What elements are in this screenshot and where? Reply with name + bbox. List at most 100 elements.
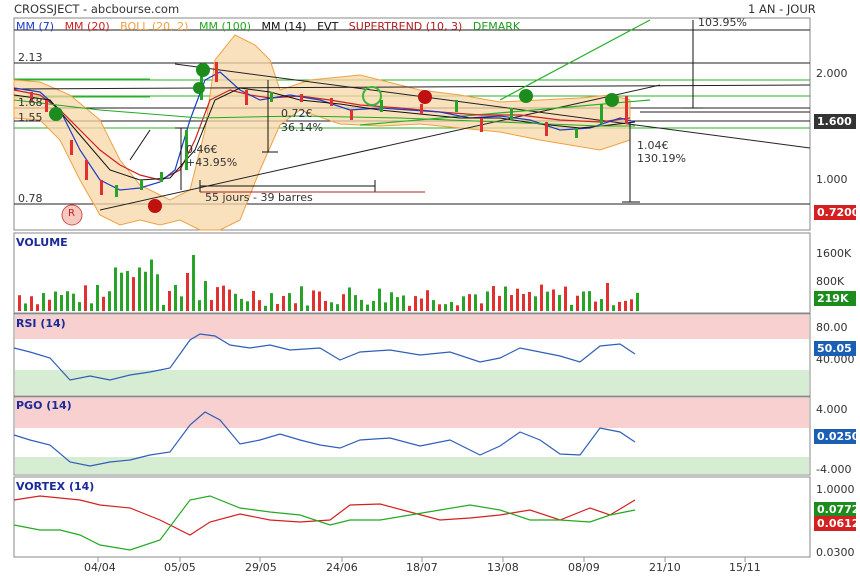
volume-bar	[264, 305, 267, 311]
volume-bar	[108, 291, 111, 311]
pgo-current-tag: 0.0250	[814, 429, 859, 444]
volume-bar	[300, 286, 303, 311]
volume-bar	[78, 302, 81, 311]
volume-bar	[354, 295, 357, 311]
volume-bars	[18, 255, 639, 311]
vortex-panel-frame	[13, 476, 811, 558]
x-tick-label: 08/09	[568, 561, 600, 574]
legend-mm100[interactable]: MM (100)	[198, 20, 252, 33]
volume-bar	[114, 267, 117, 311]
volume-bar	[270, 293, 273, 311]
rise2-pct: 36.14%	[281, 121, 323, 134]
rise1-pct: +43.95%	[186, 156, 238, 169]
rsi-current-tag: 50.05	[814, 341, 856, 356]
volume-bar	[504, 286, 507, 311]
top-pct: 103.95%	[698, 16, 747, 29]
pgo-axis-label: 4.000	[816, 403, 848, 416]
volume-bar	[588, 291, 591, 311]
volume-bar	[336, 304, 339, 311]
legend-mm20[interactable]: MM (20)	[64, 20, 110, 33]
volume-bar	[246, 301, 249, 311]
x-tick-label: 04/04	[84, 561, 116, 574]
volume-bar	[48, 299, 51, 311]
volume-bar	[126, 271, 129, 311]
rsi-title: RSI (14)	[16, 317, 66, 330]
volume-bar	[432, 300, 435, 311]
legend-evt[interactable]: EVT	[317, 20, 339, 33]
volume-bar	[132, 277, 135, 311]
level-label: 1.68	[18, 96, 43, 109]
volume-bar	[84, 285, 87, 311]
volume-bar	[636, 292, 639, 311]
volume-bar	[546, 291, 549, 311]
volume-bar	[138, 267, 141, 311]
vortex-axis-label: 1.0000	[816, 483, 855, 496]
volume-bar	[312, 290, 315, 311]
volume-bar	[498, 295, 501, 311]
rsi-overbought-zone	[15, 315, 809, 339]
x-tick-label: 24/06	[326, 561, 358, 574]
x-tick-label: 21/10	[649, 561, 681, 574]
volume-bar	[252, 290, 255, 311]
volume-bar	[324, 300, 327, 311]
volume-bar	[156, 274, 159, 311]
legend-supertrend[interactable]: SUPERTREND (10, 3)	[348, 20, 463, 33]
volume-bar	[474, 294, 477, 311]
volume-bar	[594, 301, 597, 311]
volume-axis-label: 1600K	[816, 247, 852, 260]
volume-bar	[402, 295, 405, 311]
pgo-line	[13, 411, 636, 467]
volume-panel-frame	[13, 232, 811, 314]
volume-bar	[396, 297, 399, 311]
volume-bar	[534, 296, 537, 311]
volume-bar	[288, 293, 291, 311]
volume-bar	[144, 271, 147, 311]
price-axis-label: 1.000	[816, 173, 848, 186]
volume-bar	[414, 296, 417, 311]
volume-bar	[612, 305, 615, 311]
x-tick-label: 15/11	[729, 561, 761, 574]
pgo-axis-label: -4.000	[816, 463, 852, 476]
duration-label: 55 jours - 39 barres	[205, 191, 313, 204]
volume-bar	[174, 284, 177, 311]
volume-bar	[348, 287, 351, 311]
volume-bar	[528, 292, 531, 311]
volume-bar	[624, 300, 627, 311]
mm20-line	[13, 89, 631, 181]
volume-bar	[564, 286, 567, 311]
volume-bar	[282, 295, 285, 311]
measure-brackets	[129, 20, 703, 203]
rsi-oversold-zone	[15, 370, 809, 395]
volume-bar	[330, 302, 333, 311]
rsi-line	[13, 333, 636, 381]
volume-bar	[66, 291, 69, 311]
volume-bar	[168, 291, 171, 311]
volume-bar	[276, 304, 279, 311]
legend-demark[interactable]: DEMARK	[472, 20, 521, 33]
volume-bar	[198, 300, 201, 311]
volume-bar	[72, 293, 75, 311]
volume-bar	[600, 299, 603, 311]
volume-bar	[18, 295, 21, 311]
volume-bar	[150, 259, 153, 311]
x-tick-label: 05/05	[164, 561, 196, 574]
period-label[interactable]: 1 AN - JOUR	[748, 2, 816, 16]
volume-bar	[426, 290, 429, 311]
volume-bar	[234, 293, 237, 311]
candles	[30, 62, 628, 197]
volume-bar	[558, 294, 561, 311]
pgo-title: PGO (14)	[16, 399, 72, 412]
price-panel-frame	[13, 17, 811, 231]
volume-bar	[462, 296, 465, 311]
vortex-plus-tag: 0.0772	[814, 502, 859, 517]
legend-boll[interactable]: BOLL (20, 2)	[120, 20, 189, 33]
volume-bar	[318, 291, 321, 311]
volume-bar	[96, 284, 99, 311]
level-label: 1.55	[18, 111, 43, 124]
legend-mm14[interactable]: MM (14)	[261, 20, 307, 33]
rsi-axis-label: 80.00	[816, 321, 848, 334]
volume-bar	[438, 304, 441, 311]
volume-bar	[120, 272, 123, 311]
legend-mm7[interactable]: MM (7)	[16, 20, 55, 33]
volume-bar	[210, 300, 213, 311]
